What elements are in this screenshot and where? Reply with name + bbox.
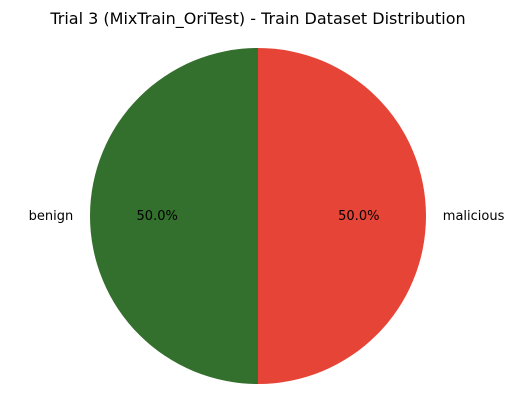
pie-category-label-malicious: malicious <box>443 209 505 224</box>
pie-percent-label-malicious: 50.0% <box>338 209 379 224</box>
pie-slice-malicious <box>258 48 426 384</box>
pie-slice-benign <box>90 48 258 384</box>
pie-category-label-benign: benign <box>29 209 74 224</box>
chart-title: Trial 3 (MixTrain_OriTest) - Train Datas… <box>49 9 465 29</box>
pie-labels: 50.0% benign 50.0% malicious <box>29 209 505 224</box>
pie-slices <box>90 48 426 384</box>
pie-percent-label-benign: 50.0% <box>137 209 178 224</box>
